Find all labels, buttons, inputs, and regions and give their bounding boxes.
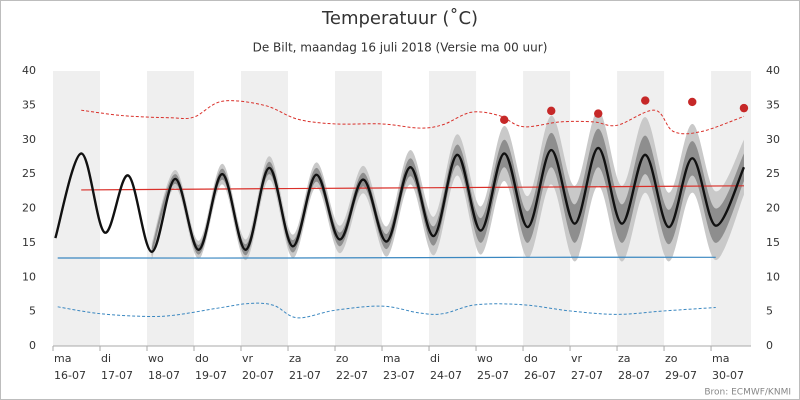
- y-tick-label: 20: [22, 202, 36, 215]
- x-tick-label: za 21-07: [289, 352, 321, 382]
- series-line: [81, 185, 744, 191]
- point: [500, 115, 509, 125]
- chart-subtitle: De Bilt, maandag 16 juli 2018 (Versie ma…: [253, 41, 548, 55]
- series-line: [57, 256, 716, 259]
- y2-tick-label: 40: [766, 64, 780, 77]
- ensemble-band: [151, 128, 744, 256]
- y-tick-label: 30: [22, 133, 36, 146]
- x-tick-label: ma 16-07: [54, 352, 86, 382]
- point: [547, 106, 556, 116]
- y-tick-label: 0: [29, 339, 36, 352]
- y-tick-label: 15: [22, 236, 36, 249]
- day-shade: [53, 71, 101, 346]
- y2-tick-label: 10: [766, 270, 780, 283]
- x-tick-label: wo 25-07: [477, 352, 509, 382]
- y2-tick-label: 20: [766, 202, 780, 215]
- point: [739, 103, 749, 113]
- series-line: [81, 100, 745, 135]
- x-tick-label: do 19-07: [195, 352, 227, 382]
- y2-tick-label: 0: [766, 339, 773, 352]
- y-tick-label: 25: [22, 167, 36, 180]
- x-tick-label: di 17-07: [101, 352, 133, 382]
- x-tick-label: vr 27-07: [571, 352, 603, 382]
- y2-tick-label: 30: [766, 133, 780, 146]
- x-tick-label: wo 18-07: [148, 352, 180, 382]
- x-tick-label: do 26-07: [524, 352, 556, 382]
- chart-title: Temperatuur (˚C): [321, 8, 478, 29]
- x-tick-label: vr 20-07: [242, 352, 274, 382]
- x-tick-label: ma 30-07: [712, 352, 745, 382]
- y-tick-label: 5: [29, 305, 36, 318]
- y-tick-label: 35: [22, 98, 36, 111]
- y-tick-label: 40: [22, 64, 36, 77]
- x-tick-label: di 24-07: [430, 352, 462, 382]
- x-tick-label: zo 29-07: [665, 352, 697, 382]
- x-tick-label: zo 22-07: [336, 352, 368, 382]
- x-tick-label: za 28-07: [618, 352, 650, 382]
- x-tick-label: ma 23-07: [383, 352, 415, 382]
- point: [594, 109, 603, 118]
- point: [641, 96, 650, 105]
- y2-tick-label: 25: [766, 167, 780, 180]
- series-line: [57, 302, 716, 319]
- series-line: [54, 146, 746, 254]
- y2-tick-label: 5: [766, 305, 773, 318]
- y-tick-label: 10: [22, 270, 36, 283]
- source: Bron: ECMWF/KNMI: [704, 388, 791, 398]
- y2-tick-label: 35: [766, 98, 780, 111]
- y2-tick-label: 15: [766, 236, 780, 249]
- point: [688, 97, 697, 107]
